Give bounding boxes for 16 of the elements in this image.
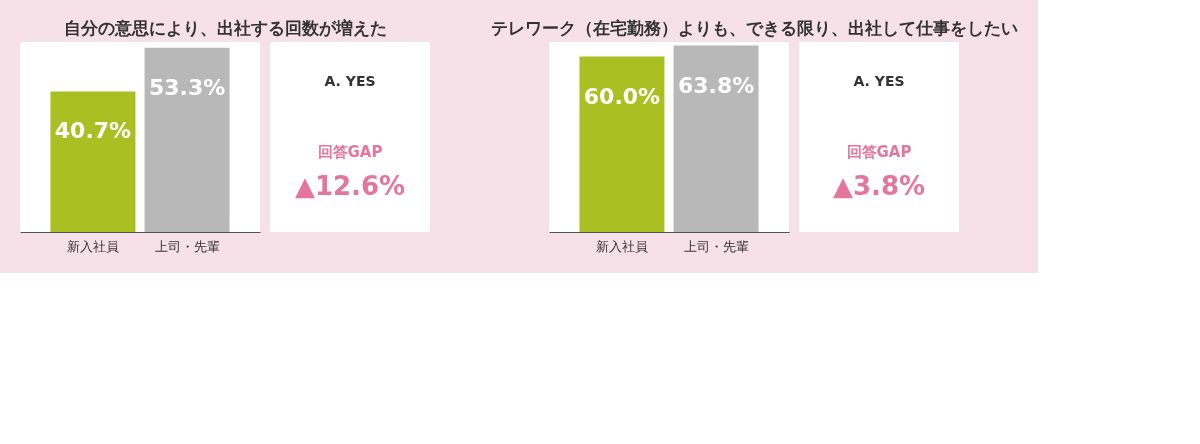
chart-title: 自分の意思により、出社する回数が増えた — [63, 18, 387, 38]
x-tick-label: 上司・先輩 — [683, 238, 749, 254]
x-tick-label: 新入社員 — [595, 238, 648, 254]
x-tick-label: 上司・先輩 — [154, 238, 220, 254]
data-label: 60.0% — [583, 83, 661, 109]
data-label: 40.7% — [54, 118, 132, 144]
text: 回答GAP — [846, 143, 912, 161]
chart-title: テレワーク（在宅勤務）よりも、できる限り、出社して仕事をしたい — [490, 18, 1018, 38]
text: A. YES — [324, 73, 376, 89]
data-label: 63.8% — [677, 72, 755, 98]
text: ▲12.6% — [294, 171, 406, 201]
x-tick-label: 新入社員 — [66, 238, 119, 254]
text: A. YES — [853, 73, 905, 89]
text: ▲3.8% — [832, 171, 926, 201]
text: 回答GAP — [317, 143, 383, 161]
data-label: 53.3% — [148, 74, 226, 100]
